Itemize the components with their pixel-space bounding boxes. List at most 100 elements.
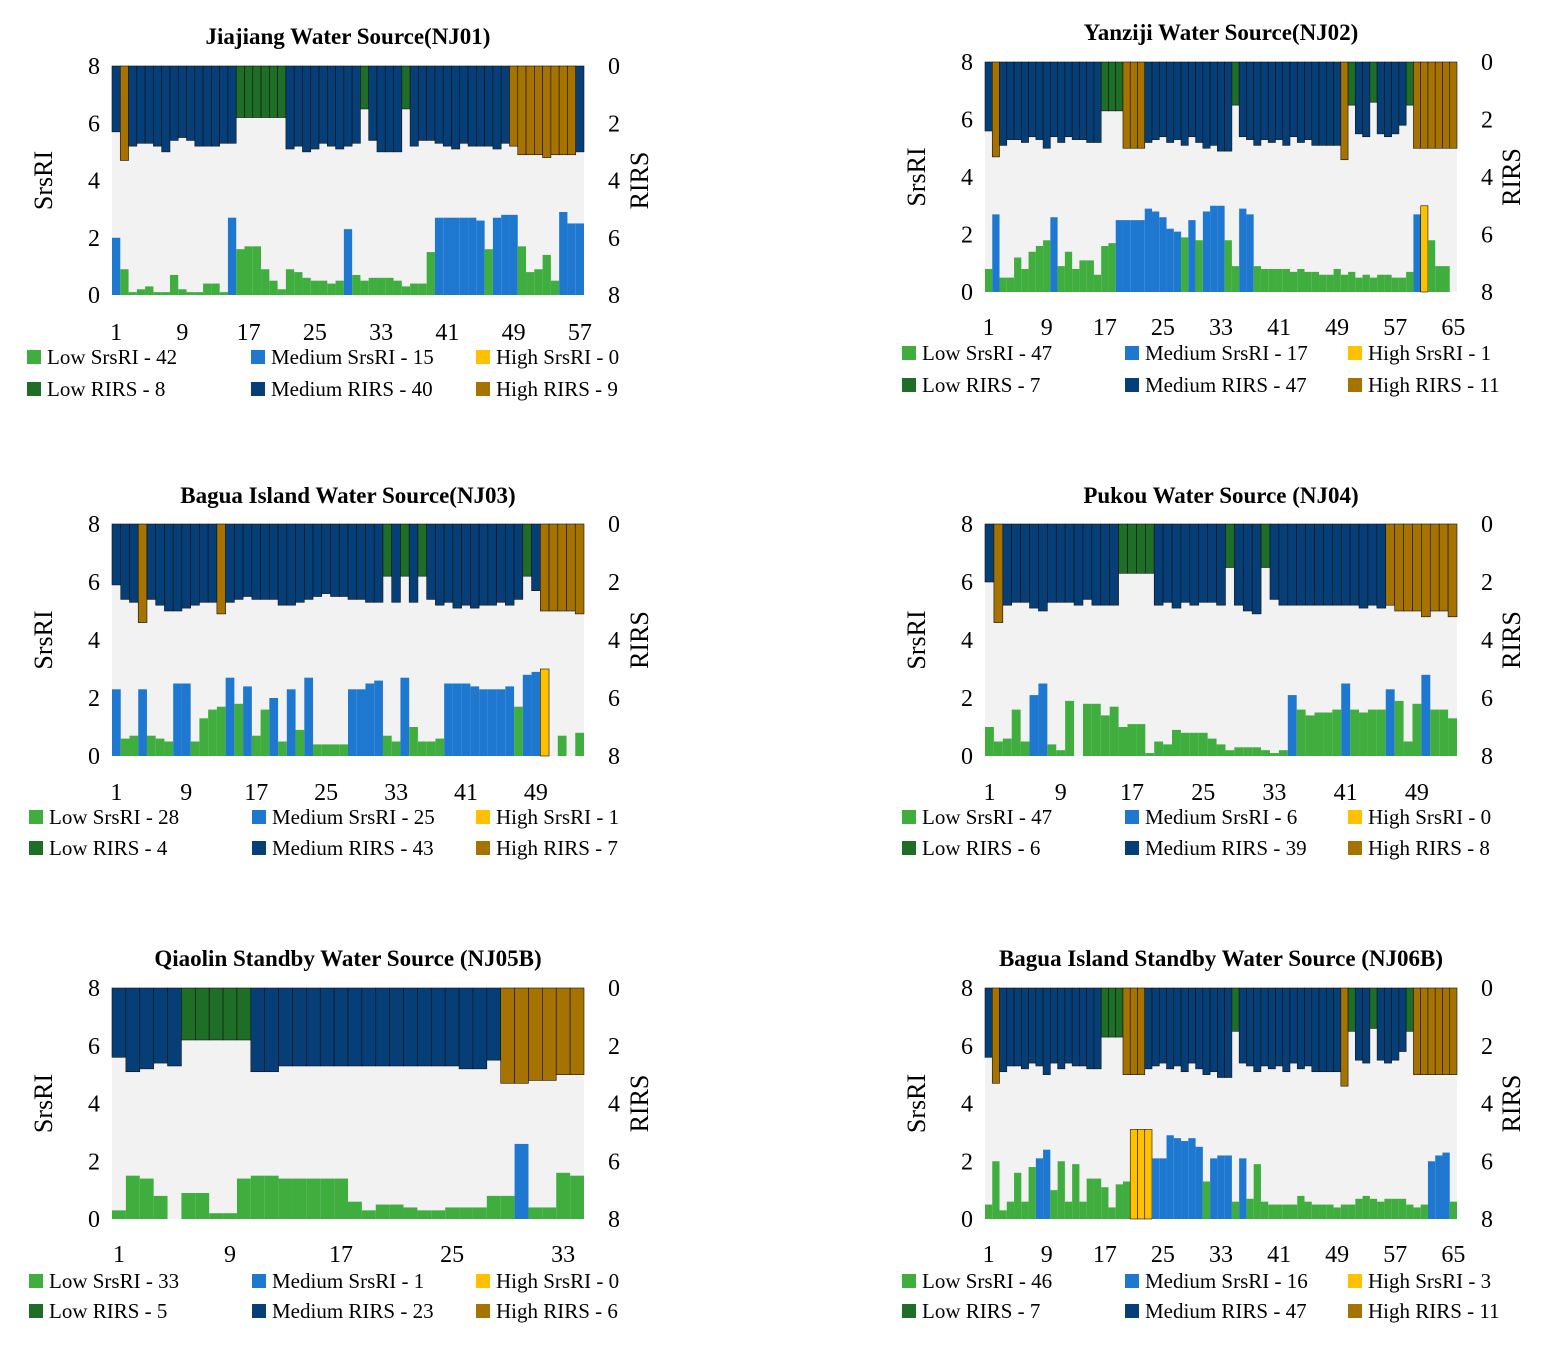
srsri-bar (487, 689, 497, 756)
rirs-bar (1355, 987, 1363, 1061)
y-right-tick-label: 0 (608, 54, 620, 80)
srsri-bar (575, 732, 584, 756)
srsri-bar (360, 280, 369, 295)
srsri-bar (999, 277, 1007, 293)
srsri-bar (190, 741, 200, 756)
srsri-bar (434, 217, 444, 295)
srsri-bar (1268, 1204, 1276, 1219)
srsri-bar (1421, 674, 1431, 756)
srsri-bar (225, 677, 235, 756)
srsri-bar (112, 689, 121, 756)
srsri-bar (1210, 1158, 1218, 1219)
legend-swatch (476, 1304, 490, 1318)
rirs-bar (1391, 987, 1400, 1061)
srsri-bar (1394, 700, 1404, 756)
srsri-bar (1253, 266, 1261, 293)
y-right-tick-label: 6 (608, 1149, 620, 1175)
srsri-bar (542, 1207, 557, 1219)
srsri-bar (1086, 260, 1094, 293)
srsri-bar (992, 214, 1000, 293)
srsri-bar (1311, 1204, 1320, 1219)
chart-title: Qiaolin Standby Water Source (NJ05B) (154, 946, 541, 971)
srsri-bar (1047, 744, 1057, 756)
y-left-tick-label: 6 (961, 570, 973, 596)
rirs-bar (1449, 61, 1458, 149)
srsri-bar (1406, 271, 1414, 293)
legend-label: Medium RIRS - 23 (272, 1299, 434, 1323)
rirs-bar (1028, 987, 1037, 1064)
rirs-bar (1246, 987, 1254, 1067)
legend-swatch (902, 346, 916, 360)
srsri-bar (1304, 1201, 1312, 1219)
srsri-bar (1122, 220, 1131, 293)
y-right-tick-label: 2 (1481, 1034, 1493, 1060)
srsri-bar (251, 735, 261, 756)
x-tick-label: 9 (1041, 1242, 1053, 1268)
srsri-bar (1035, 1158, 1044, 1219)
srsri-bar (559, 211, 568, 295)
y-right-tick-label: 4 (608, 1092, 620, 1118)
srsri-bar (1202, 1181, 1211, 1219)
y-left-tick-label: 6 (961, 108, 973, 134)
chart-title: Pukou Water Source (NJ04) (1083, 483, 1358, 508)
srsri-bar (223, 1213, 237, 1219)
rirs-bar (1195, 987, 1204, 1070)
y-left-tick-label: 2 (961, 686, 973, 712)
legend-swatch (1348, 810, 1362, 824)
rirs-bar (1122, 987, 1131, 1075)
srsri-bar (1115, 220, 1123, 293)
srsri-bar (330, 744, 340, 756)
y-axis-label-right: RIRS (1497, 148, 1526, 206)
srsri-bar (1412, 703, 1422, 756)
srsri-bar (1217, 1155, 1225, 1219)
legend-label: High SrsRI - 0 (1368, 805, 1491, 829)
srsri-bar (374, 680, 383, 756)
y-left-tick-label: 8 (88, 512, 100, 538)
srsri-bar (260, 709, 270, 756)
srsri-bar (1020, 741, 1030, 756)
x-tick-label: 41 (1334, 780, 1358, 806)
x-tick-label: 65 (1441, 1242, 1465, 1268)
srsri-bar (1311, 271, 1320, 293)
srsri-bar (1038, 683, 1048, 756)
srsri-bar (139, 1178, 154, 1219)
y-right-tick-label: 0 (608, 976, 620, 1002)
x-tick-label: 49 (502, 320, 526, 346)
x-tick-label: 25 (1151, 1242, 1175, 1268)
x-tick-label: 17 (1120, 780, 1144, 806)
x-tick-label: 1 (110, 780, 122, 806)
srsri-bar (1152, 211, 1160, 292)
srsri-bar (393, 280, 402, 295)
legend-swatch (476, 841, 490, 855)
x-tick-label: 25 (1191, 780, 1215, 806)
srsri-bar (1006, 277, 1015, 293)
srsri-bar (1391, 277, 1399, 293)
srsri-bar (1152, 1158, 1160, 1219)
srsri-bar (1384, 274, 1392, 292)
y-right-tick-label: 2 (608, 1034, 620, 1060)
legend-label: High RIRS - 11 (1368, 1299, 1500, 1323)
rirs-bar (1086, 987, 1095, 1070)
srsri-bar (173, 683, 182, 756)
srsri-bar (1289, 1204, 1298, 1219)
legend-swatch (1125, 810, 1139, 824)
rirs-bar (575, 65, 585, 153)
legend-swatch (476, 350, 490, 364)
srsri-bar (526, 272, 535, 295)
srsri-bar (985, 727, 994, 756)
rirs-bar (1013, 987, 1022, 1067)
y-left-tick-label: 2 (88, 686, 100, 712)
srsri-bar (1173, 1138, 1182, 1219)
srsri-bar (517, 246, 527, 295)
srsri-bar (1269, 753, 1279, 756)
rirs-bar (1224, 61, 1233, 152)
srsri-bar (459, 1207, 473, 1219)
srsri-bar (313, 744, 322, 756)
srsri-bar (1072, 269, 1080, 292)
rirs-bar (1311, 987, 1320, 1073)
srsri-bar (1082, 703, 1092, 756)
srsri-bar (476, 220, 485, 295)
srsri-bar (443, 217, 452, 295)
y-left-tick-label: 0 (961, 280, 973, 306)
rirs-bar (1209, 987, 1218, 1073)
